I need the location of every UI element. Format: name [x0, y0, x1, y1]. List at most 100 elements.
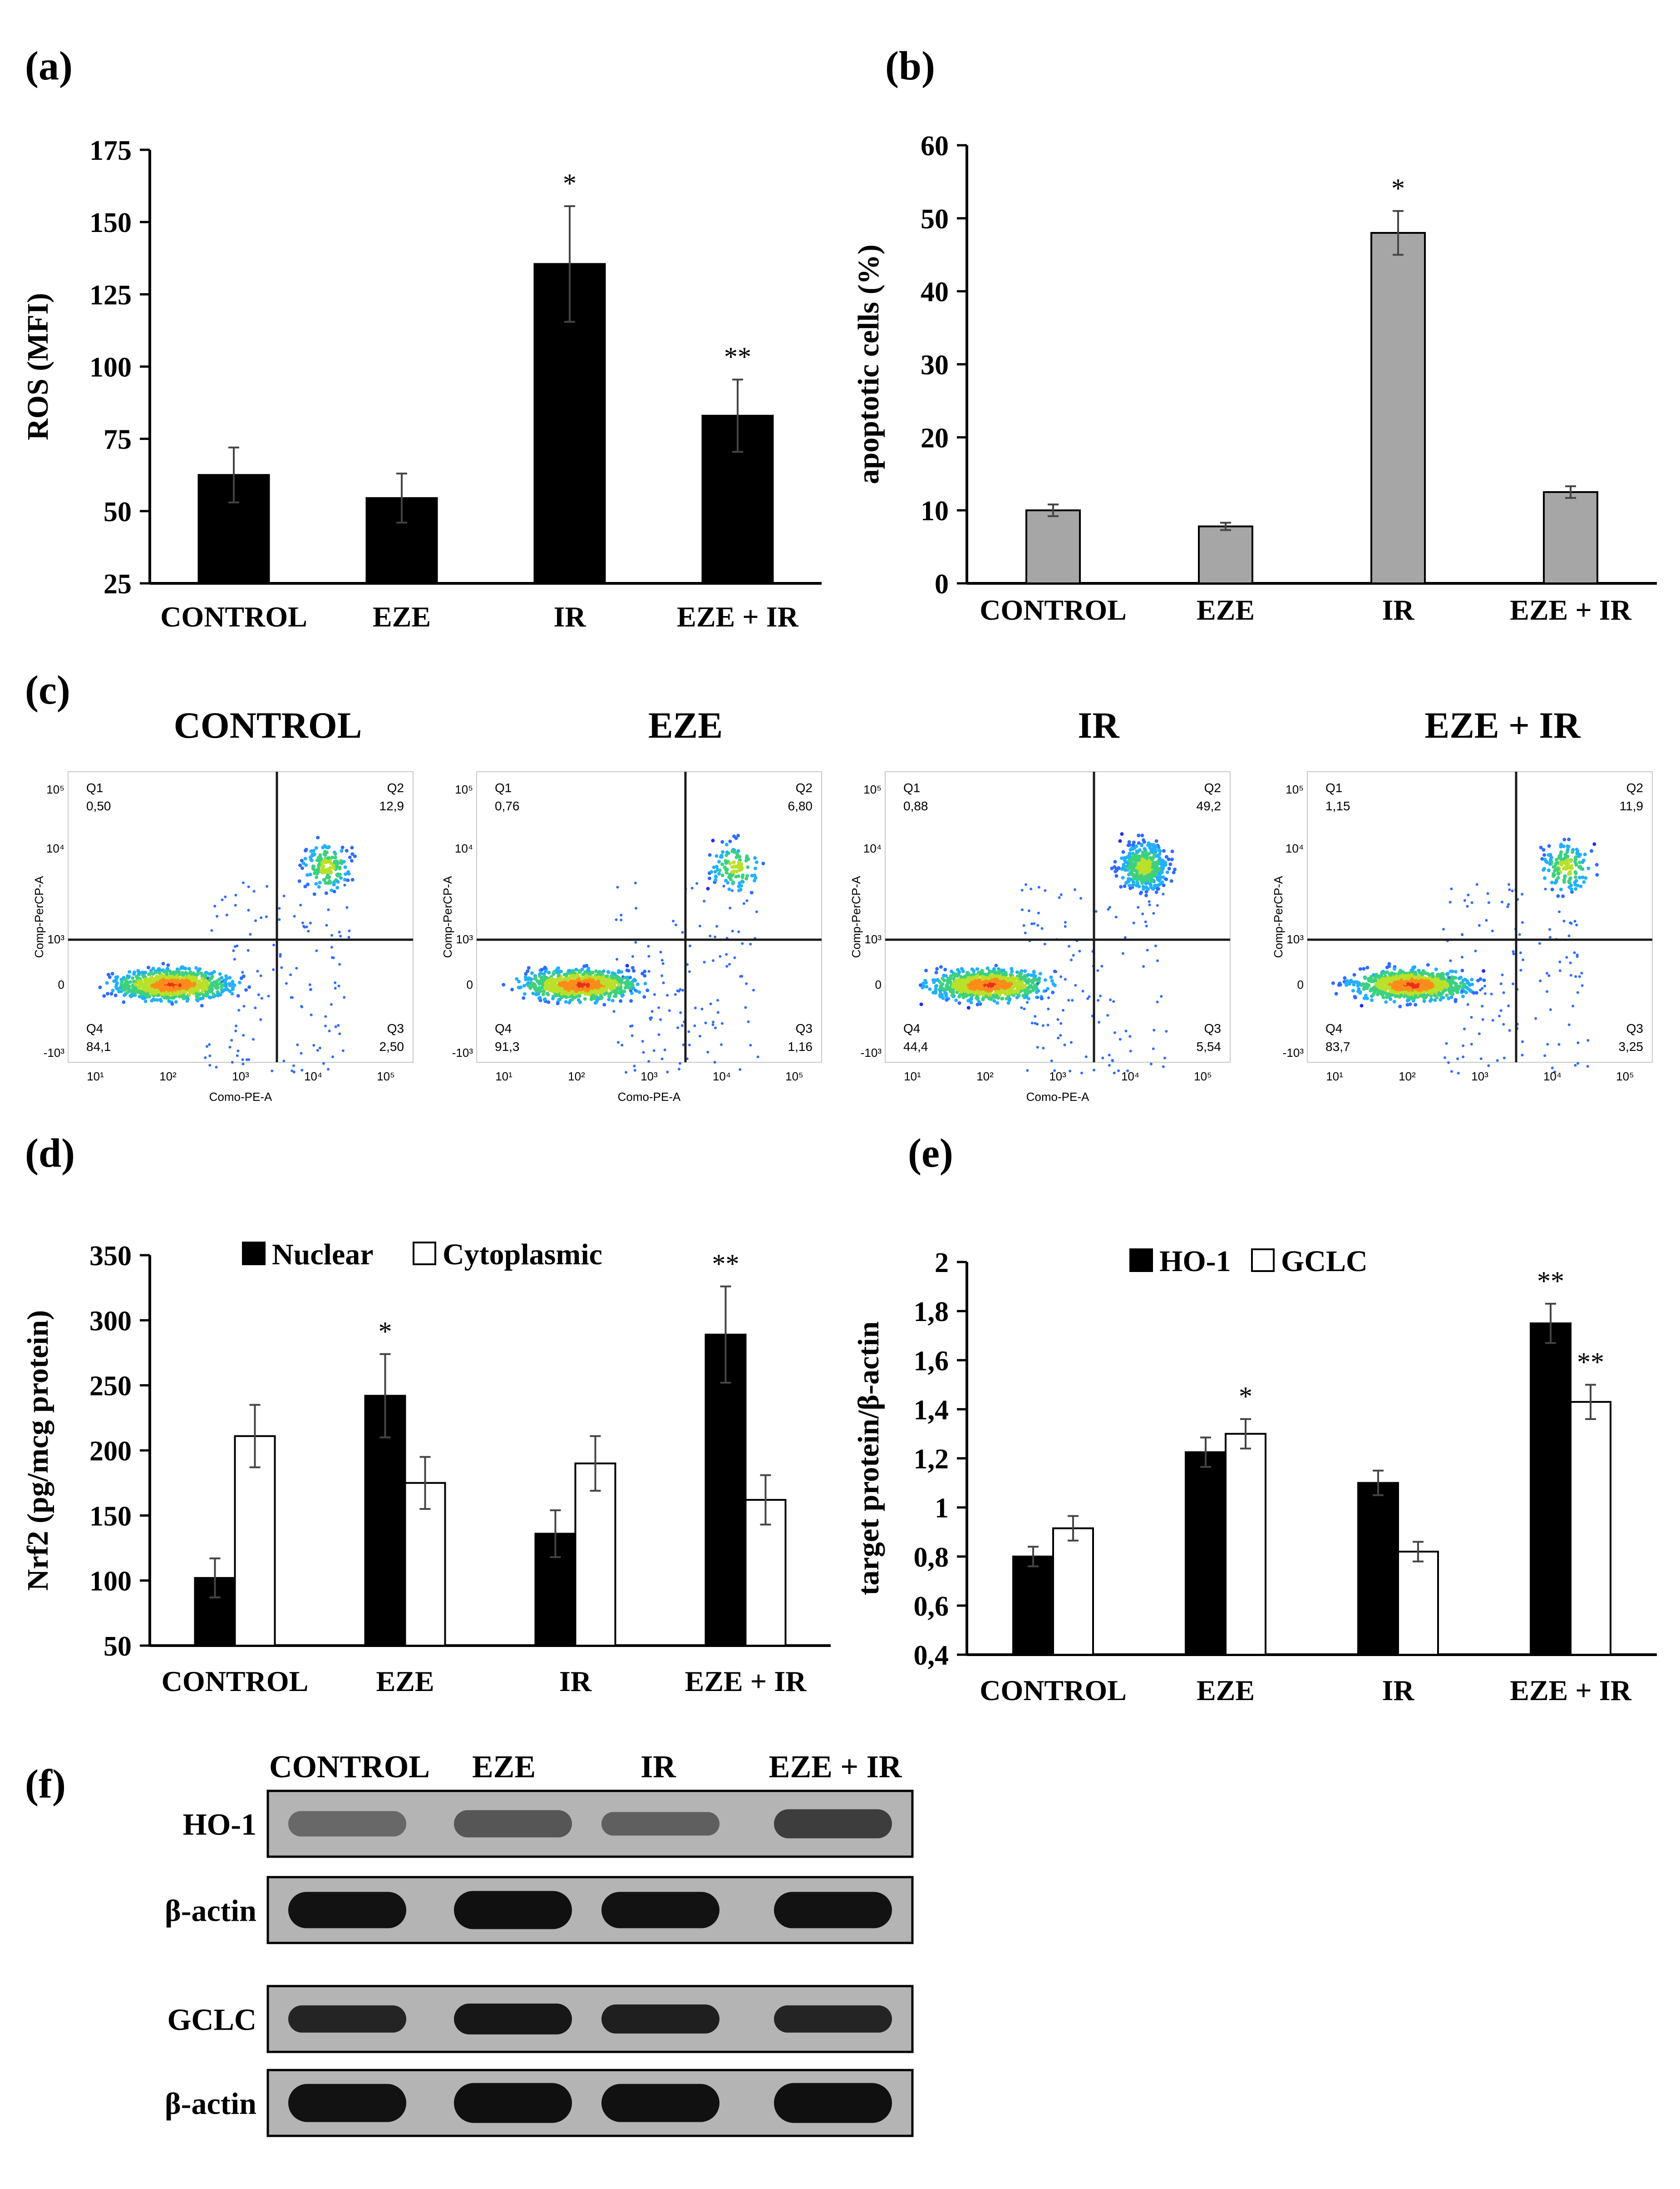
flow-event: [257, 993, 260, 996]
flow-event: [1158, 875, 1163, 879]
flow-event: [725, 965, 729, 968]
flow-event: [603, 981, 607, 985]
flow-event: [993, 970, 997, 974]
flow-event: [1032, 970, 1036, 974]
y-tick-label: 100: [89, 1566, 132, 1597]
flow-event: [1456, 986, 1460, 991]
flow-event: [992, 967, 996, 971]
flow-event: [1019, 977, 1023, 981]
flow-event: [266, 885, 269, 888]
flow-event: [312, 849, 316, 853]
flow-event: [985, 972, 989, 976]
category-label: CONTROL: [980, 594, 1127, 626]
flow-event: [1431, 974, 1435, 978]
flow-event: [534, 992, 538, 996]
flow-event: [332, 889, 336, 893]
flow-event: [301, 1069, 304, 1072]
flow-event: [620, 994, 624, 998]
flow-event: [1160, 995, 1163, 998]
flow-event: [170, 1002, 174, 1006]
significance-marker: *: [1239, 1381, 1252, 1411]
flow-event: [162, 977, 166, 981]
flow-event: [713, 870, 717, 874]
flow-event: [1331, 981, 1335, 985]
flow-event: [948, 987, 952, 991]
flow-event: [1131, 886, 1134, 889]
flow-event: [1131, 883, 1135, 887]
y-tick-label: 300: [89, 1306, 132, 1336]
flow-event: [242, 1005, 246, 1008]
flow-event: [729, 907, 732, 910]
flow-event: [344, 872, 348, 876]
quadrant-label: Q1: [495, 781, 512, 795]
flow-event: [556, 986, 560, 990]
flow-event: [159, 999, 163, 1003]
flow-event: [1037, 912, 1040, 915]
flow-event: [753, 867, 757, 871]
flow-event: [1123, 884, 1127, 888]
flow-event: [153, 978, 157, 982]
quadrant-value: 6,80: [788, 799, 813, 813]
flow-event: [985, 966, 990, 970]
flow-event: [1152, 853, 1156, 858]
flow-event: [712, 865, 716, 869]
flow-event: [1378, 979, 1382, 983]
flow-event: [172, 980, 177, 984]
flow-event: [616, 886, 619, 889]
flow-event: [629, 999, 633, 1003]
legend-label: GCLC: [1281, 1245, 1368, 1278]
flow-event: [1140, 833, 1144, 838]
flow-event: [1069, 1041, 1073, 1044]
flow-event: [938, 993, 942, 997]
flow-event: [183, 966, 187, 971]
flow-event: [326, 856, 330, 860]
flow-event: [314, 846, 318, 850]
flow-event: [328, 858, 332, 863]
flow-x-tick-label: 10⁵: [377, 1070, 395, 1083]
flow-event: [1406, 982, 1410, 986]
flow-event: [571, 969, 575, 973]
flow-event: [724, 853, 729, 857]
flow-event: [738, 855, 742, 859]
flow-event: [547, 971, 551, 975]
flow-event: [653, 993, 656, 996]
flow-event: [749, 1044, 752, 1047]
flow-event: [526, 981, 530, 985]
flow-event: [725, 850, 729, 854]
flow-event: [1068, 945, 1071, 948]
flow-event: [565, 972, 569, 976]
flow-event: [160, 992, 164, 996]
flow-event: [567, 988, 571, 992]
flow-event: [973, 987, 977, 991]
flow-event: [1428, 986, 1432, 990]
flow-event: [319, 858, 323, 862]
flow-event: [1030, 922, 1034, 926]
flow-event: [335, 886, 340, 890]
flow-event: [594, 992, 598, 996]
flow-event: [334, 987, 337, 990]
flow-event: [1144, 920, 1147, 923]
flow-event: [608, 979, 612, 983]
flow-event: [631, 966, 635, 970]
flow-event: [580, 967, 584, 971]
flow-event: [108, 975, 112, 979]
flow-event: [713, 1061, 716, 1064]
flow-event: [613, 991, 617, 995]
flow-event: [159, 975, 163, 979]
flow-event: [619, 970, 623, 974]
flow-y-tick-label: 10⁵: [455, 783, 473, 796]
y-tick-label: 50: [103, 497, 132, 528]
flow-event: [1452, 976, 1456, 980]
flow-event: [1131, 847, 1135, 851]
flow-event: [251, 1038, 255, 1041]
bar: [574, 1462, 616, 1647]
flow-event: [994, 995, 998, 999]
flow-event: [1126, 877, 1130, 881]
category-label: EZE + IR: [677, 601, 798, 633]
flow-event: [647, 970, 650, 973]
flow-event: [560, 992, 564, 996]
flow-event: [236, 1049, 240, 1052]
quadrant-value: 44,4: [903, 1040, 928, 1054]
flow-event: [1036, 1046, 1039, 1049]
flow-event: [1070, 958, 1073, 961]
